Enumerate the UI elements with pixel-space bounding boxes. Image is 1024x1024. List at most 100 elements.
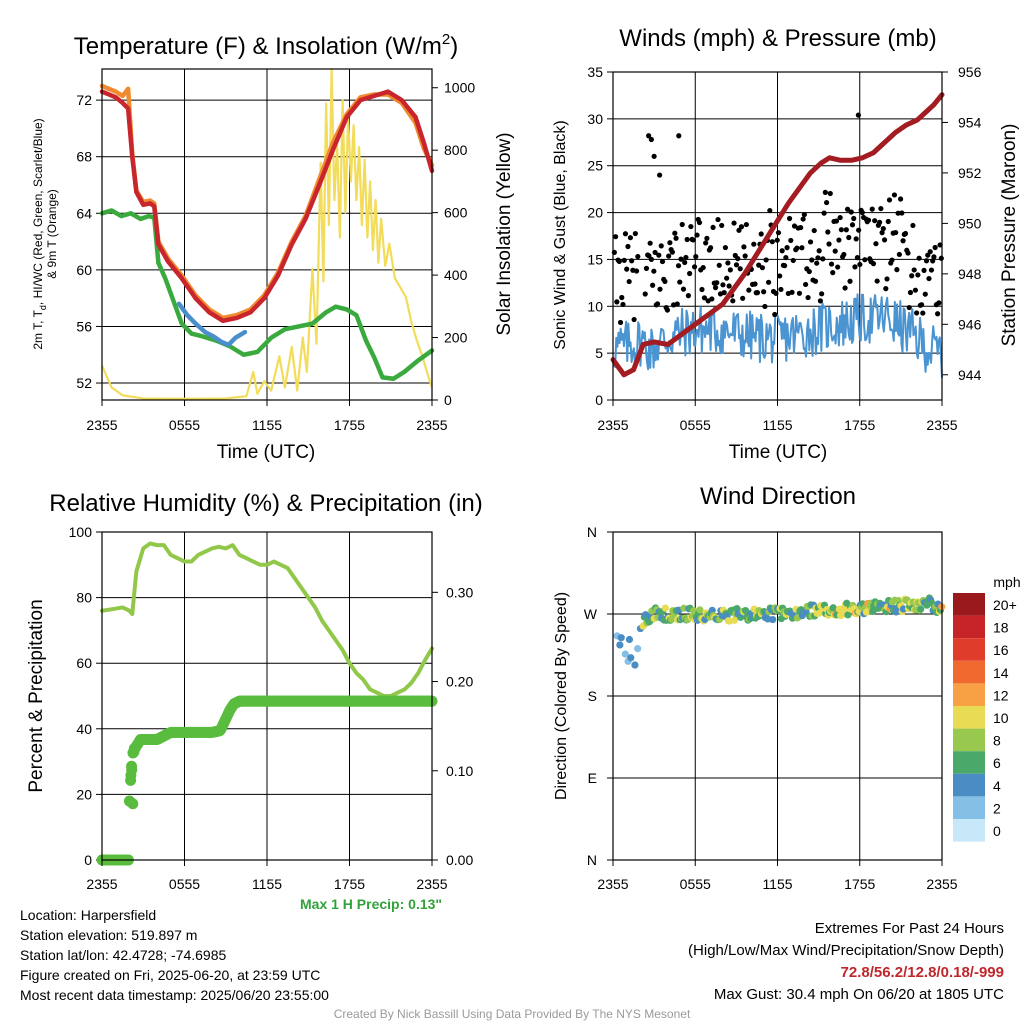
wind-direction-point	[631, 661, 639, 669]
temp-x-label: Time (UTC)	[217, 442, 316, 463]
speed-legend-swatch	[953, 593, 985, 616]
speed-legend-label: 12	[993, 687, 1009, 703]
wind-gust-point	[906, 304, 912, 311]
wind-y2-tick-label: 954	[958, 114, 982, 130]
wind-gust-point	[724, 275, 730, 281]
wind-gust-point	[721, 290, 727, 296]
wind-gust-point	[803, 281, 809, 288]
wind-gust-point	[712, 285, 719, 291]
sonic-wind-line	[612, 293, 943, 378]
wind-gust-point	[626, 278, 632, 285]
wind-gust-point	[881, 237, 888, 243]
speed-legend-title: mph	[993, 574, 1020, 590]
wind-gust-point	[920, 310, 926, 316]
wind-gust-point	[912, 287, 919, 293]
wind-gust-point	[849, 222, 856, 228]
location-text: Location: Harpersfield	[20, 907, 157, 923]
wind-gust-point	[682, 259, 688, 266]
rh-y-tick-label: 20	[76, 786, 92, 802]
wind-gust-point	[880, 226, 886, 232]
wind-gust-point	[727, 267, 733, 273]
wind-gust-point	[633, 268, 640, 274]
wind-gust-point	[678, 256, 684, 262]
wind-gust-point	[848, 209, 854, 215]
speed-legend-swatch	[953, 819, 985, 842]
wind-gust-point	[902, 230, 909, 237]
wind-gust-point	[847, 278, 853, 284]
wind-gust-point	[814, 260, 820, 266]
wind-gust-point	[643, 265, 650, 272]
wind-gust-point	[930, 258, 936, 264]
wind-gust-point	[616, 258, 622, 264]
speed-legend-swatch	[953, 728, 985, 752]
wind-direction-point	[844, 611, 852, 619]
wind-gust-point	[650, 282, 656, 288]
wind-gust-point	[856, 227, 862, 233]
temp-y-tick-label: 60	[76, 262, 92, 278]
wind-direction-point	[617, 634, 625, 642]
wind-gust-point	[730, 298, 736, 304]
wind-gust-point	[772, 311, 778, 318]
wind-gust-point	[932, 244, 938, 251]
speed-legend-swatch	[953, 751, 985, 774]
wind-gust-point	[769, 239, 775, 245]
wind-gust-point	[910, 222, 916, 229]
dir-x-tick-label: 2355	[597, 876, 628, 892]
wind-gust-point	[938, 255, 944, 261]
created-text: Figure created on Fri, 2025-06-20, at 23…	[20, 967, 321, 983]
wind-gust-point	[789, 289, 795, 295]
series-dewpoint-line	[99, 208, 435, 382]
dir-left-label: Direction (Colored By Speed)	[553, 592, 570, 800]
wind-gust-point	[870, 261, 877, 267]
temp-y2-tick-label: 400	[444, 267, 468, 283]
wind-gust-point	[815, 255, 821, 261]
wind-gust-point	[754, 290, 761, 296]
wind-direction-point	[829, 604, 837, 612]
wind-gust-point	[740, 295, 746, 301]
wind-direction-point	[625, 635, 634, 644]
precipitation-point	[128, 742, 140, 754]
temp-title: Temperature (F) & Insolation (W/m2)	[74, 31, 458, 60]
wind-gust-point	[828, 261, 835, 267]
wind-gust-point	[854, 255, 861, 261]
wind-direction-point	[730, 616, 739, 624]
wind-gust-point	[675, 263, 682, 269]
wind-gust-point	[905, 250, 911, 256]
wind-direction-point	[621, 650, 629, 658]
humidity-panel: Relative Humidity (%) & Precipitation (i…	[26, 490, 483, 892]
wind-gust-point	[862, 257, 868, 263]
speed-legend-label: 10	[993, 710, 1009, 726]
wind-gust-point	[777, 273, 783, 279]
wind-direction-point	[634, 645, 642, 653]
wind-y2-tick-label: 948	[958, 266, 982, 282]
wind-gust-point	[738, 224, 745, 230]
wind-gust-point	[662, 278, 668, 285]
wind-gust-point	[833, 218, 840, 224]
wind-gust-point	[782, 263, 788, 269]
wind-gust-point	[725, 260, 731, 266]
temp-y2-tick-label: 200	[444, 330, 468, 346]
wind-gust-point	[893, 229, 899, 236]
wind-gust-point	[783, 254, 789, 261]
wind-gust-point	[883, 286, 889, 292]
wind-gust-point	[885, 218, 891, 225]
wind-gust-point	[923, 258, 930, 264]
wind-gust-point	[879, 230, 885, 236]
wind-gust-point	[915, 272, 921, 278]
wind-gust-point	[731, 220, 737, 226]
wind-gust-point	[694, 232, 700, 238]
wind-direction-point	[627, 654, 635, 662]
wind-gust-point	[853, 236, 859, 242]
wind-gust-point	[809, 257, 815, 263]
extremes-box: Extremes For Past 24 Hours (High/Low/Max…	[688, 918, 1004, 1006]
wind-gust-point	[812, 278, 819, 284]
wind-gust-point	[719, 222, 725, 229]
wind-gust-point	[786, 215, 793, 222]
wind-gust-point	[680, 286, 687, 292]
speed-legend-swatch	[953, 660, 985, 684]
wind-gust-point	[631, 316, 637, 323]
wind-gust-point	[762, 303, 768, 310]
latlon-text: Station lat/lon: 42.4728; -74.6985	[20, 947, 227, 963]
wind-y-tick-label: 30	[587, 111, 603, 127]
wind-x-tick-label: 2355	[597, 417, 628, 433]
